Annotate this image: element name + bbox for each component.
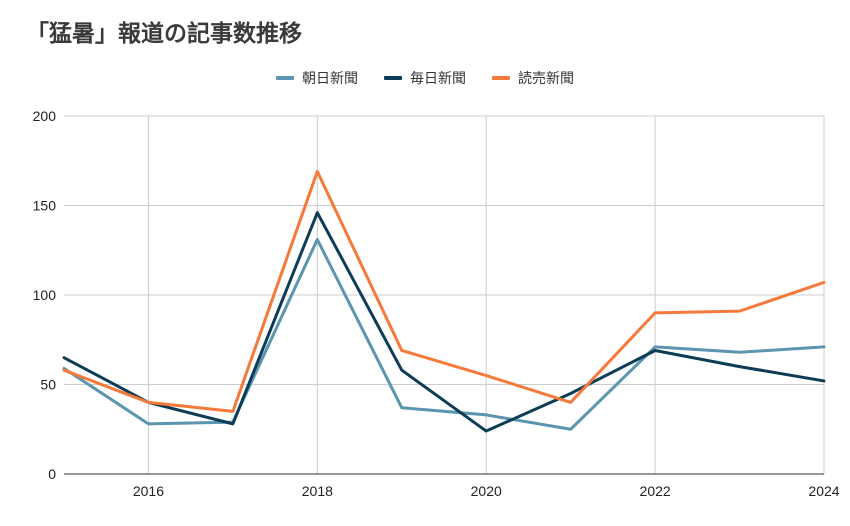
y-tick-label: 200 [33,108,57,124]
legend-item: 毎日新聞 [384,68,466,88]
x-tick-label: 2016 [133,483,164,499]
legend-label-yomiuri: 読売新聞 [518,71,574,87]
x-tick-label: 2022 [640,483,671,499]
legend-item: 読売新聞 [492,68,574,88]
x-tick-label: 2020 [471,483,502,499]
legend-label-asahi: 朝日新聞 [302,71,358,87]
y-tick-label: 100 [33,287,57,303]
chart-title: 「猛暑」報道の記事数推移 [26,21,302,47]
series-line-mainichi [62,211,826,433]
legend: 朝日新聞 毎日新聞 読売新聞 [0,68,850,88]
legend-swatch-mainichi [384,76,402,80]
x-tick-label: 2024 [808,483,839,499]
y-tick-label: 0 [48,466,56,482]
series-line-yomiuri [62,169,826,413]
series-line-asahi [62,238,826,431]
legend-item: 朝日新聞 [276,68,358,88]
legend-label-mainichi: 毎日新聞 [410,71,466,87]
y-tick-label: 150 [33,198,57,214]
legend-swatch-asahi [276,76,294,80]
x-tick-label: 2018 [302,483,333,499]
legend-swatch-yomiuri [492,76,510,80]
y-tick-label: 50 [40,377,56,393]
